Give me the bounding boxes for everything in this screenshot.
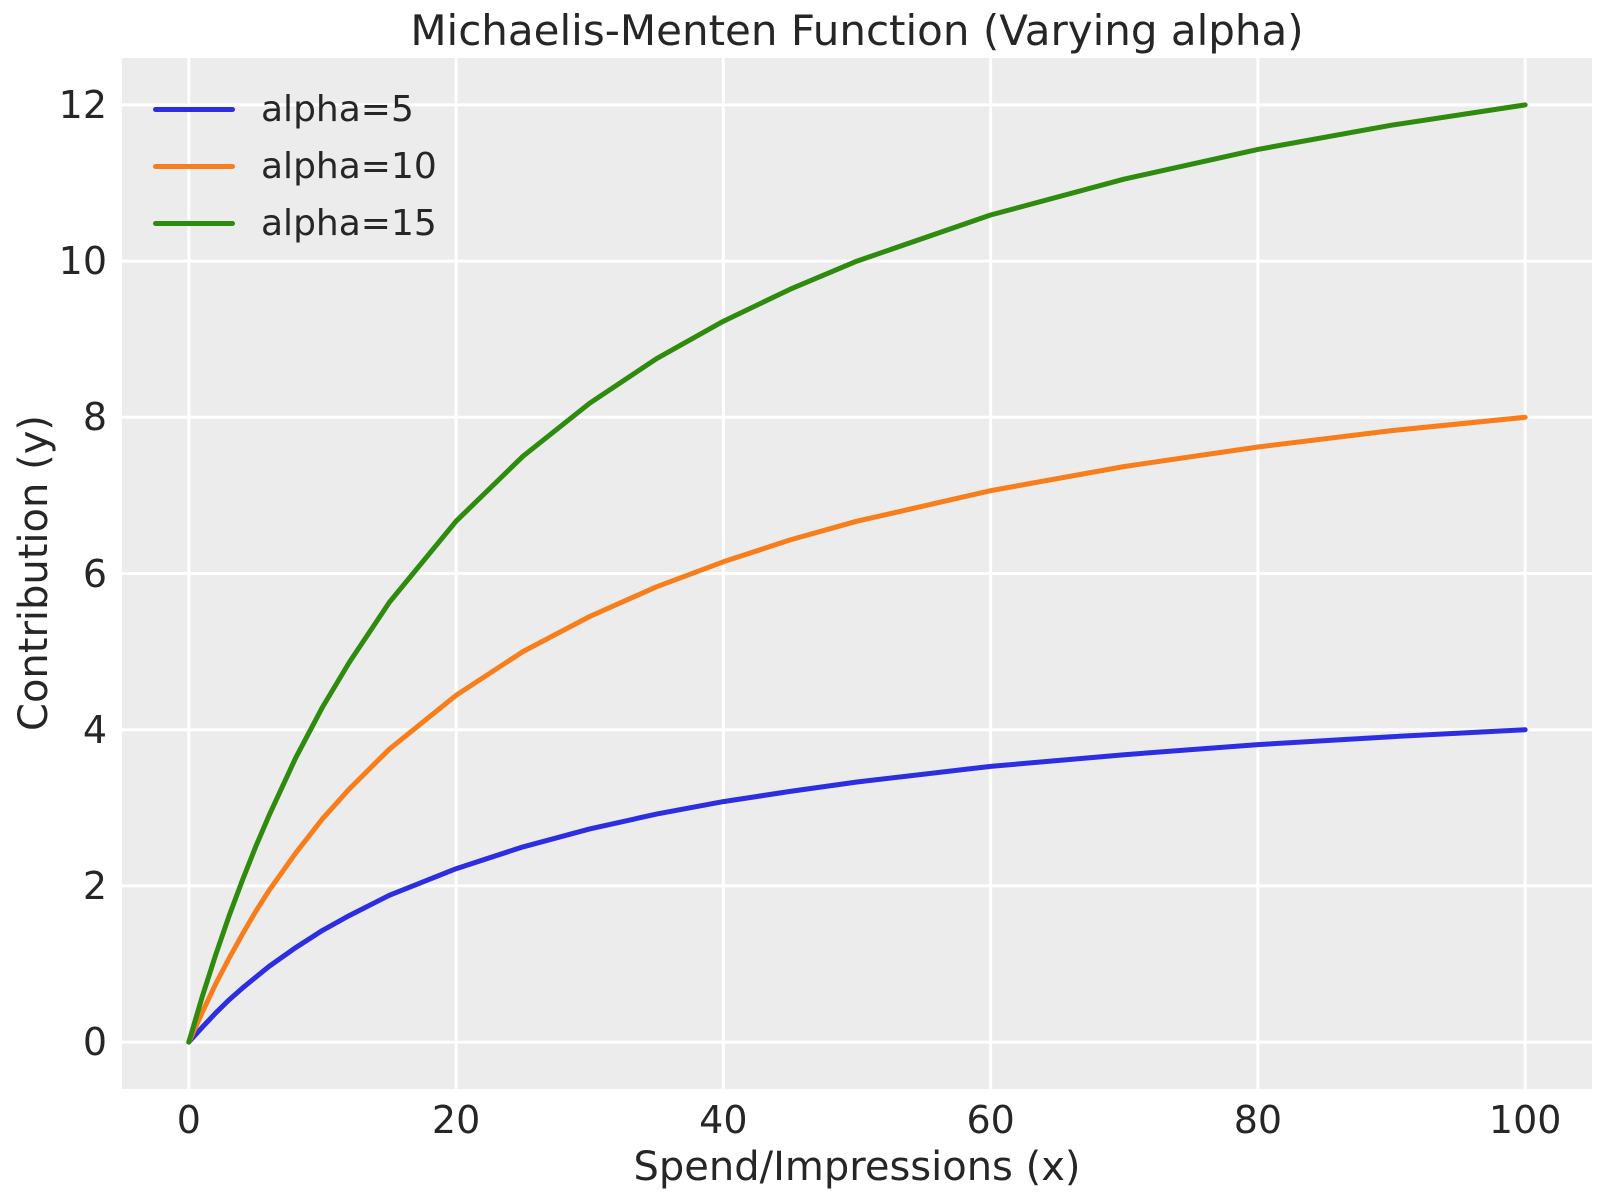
series-line-alpha-5 xyxy=(186,727,1528,1045)
x-tick-label-20: 20 xyxy=(431,1098,481,1142)
y-tick-label-4: 4 xyxy=(82,707,107,752)
legend-item-alpha-5: alpha=5 xyxy=(153,81,437,138)
y-tick-label-8: 8 xyxy=(82,395,107,440)
x-axis-label: Spend/Impressions (x) xyxy=(633,1144,1081,1190)
legend-swatch-alpha-15 xyxy=(153,221,235,226)
legend-swatch-alpha-10 xyxy=(153,164,235,169)
legend: alpha=5 alpha=10 alpha=15 xyxy=(153,81,437,252)
y-tick-label-10: 10 xyxy=(58,239,107,284)
legend-swatch-alpha-5 xyxy=(153,107,235,112)
legend-label-alpha-15: alpha=15 xyxy=(261,202,437,244)
x-tick-label-0: 0 xyxy=(176,1098,201,1142)
x-tick-label-60: 60 xyxy=(966,1098,1015,1142)
y-tick-label-12: 12 xyxy=(58,82,107,127)
x-tick-label-100: 100 xyxy=(1488,1098,1562,1142)
legend-label-alpha-5: alpha=5 xyxy=(261,88,414,130)
y-tick-label-2: 2 xyxy=(82,863,107,908)
y-tick-label-6: 6 xyxy=(82,551,107,596)
series-line-alpha-10 xyxy=(186,414,1528,1045)
legend-item-alpha-10: alpha=10 xyxy=(153,138,437,195)
chart-title: Michaelis-Menten Function (Varying alpha… xyxy=(410,6,1304,55)
legend-label-alpha-10: alpha=10 xyxy=(261,145,437,187)
series-line-alpha-15 xyxy=(186,102,1528,1045)
x-tick-label-80: 80 xyxy=(1233,1098,1283,1142)
legend-item-alpha-15: alpha=15 xyxy=(153,195,437,252)
y-tick-label-0: 0 xyxy=(82,1020,107,1065)
x-tick-label-40: 40 xyxy=(699,1098,748,1142)
